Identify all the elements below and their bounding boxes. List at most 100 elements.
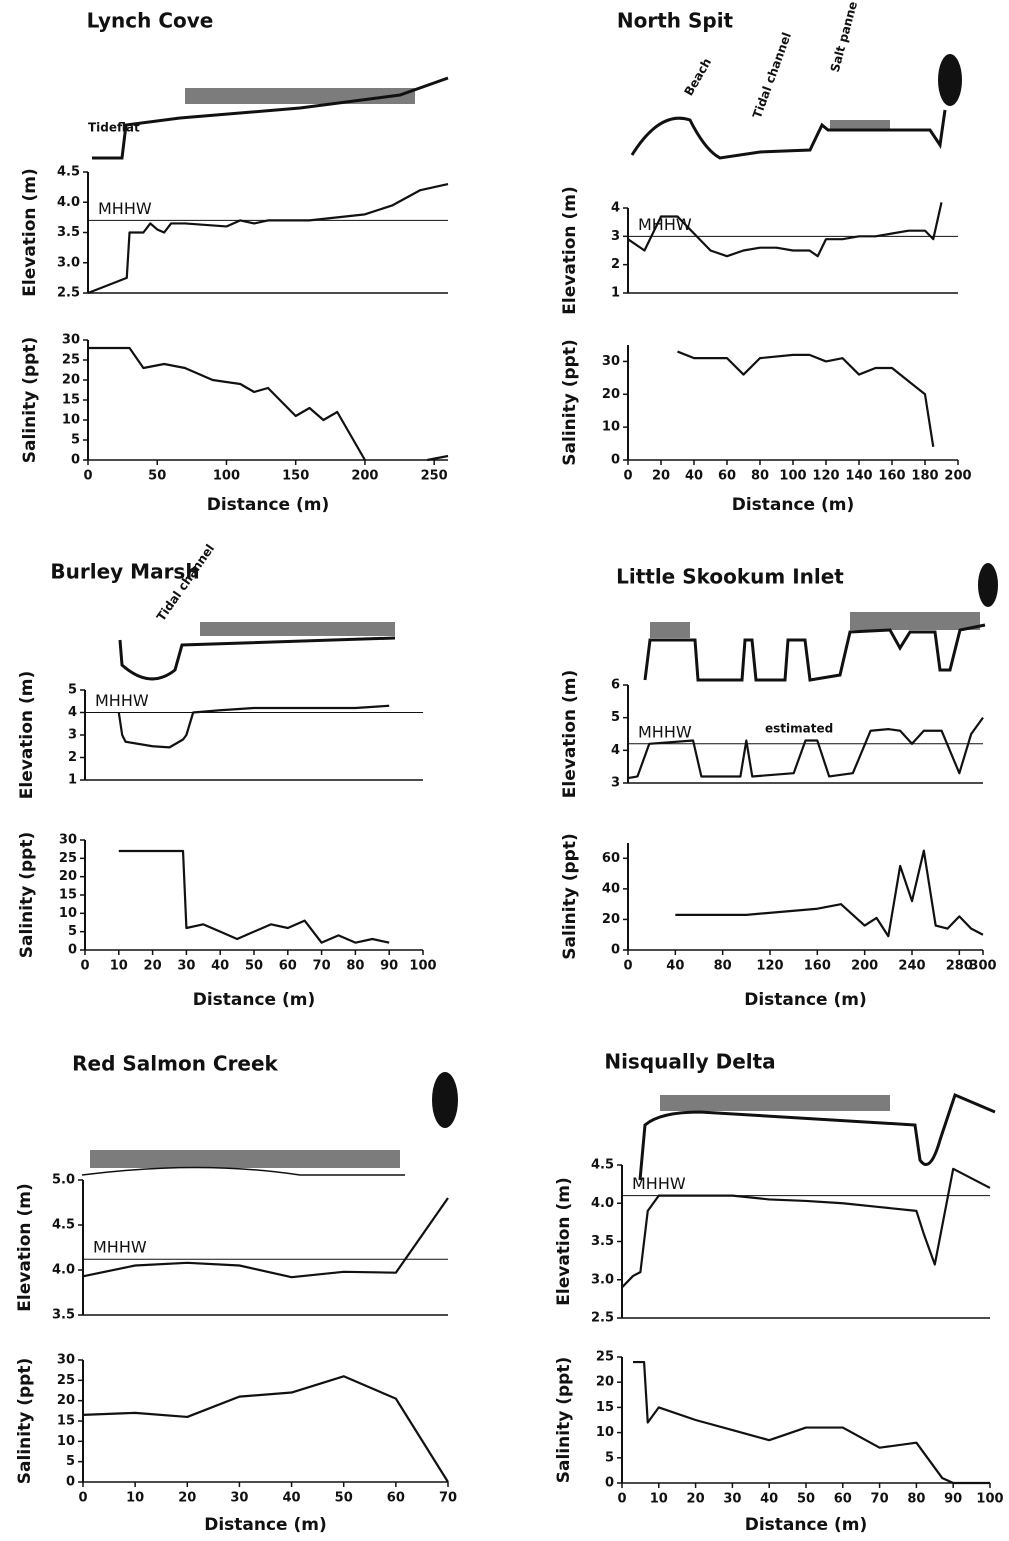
x-tick-label: 80 [751, 469, 769, 484]
chart-title: Lynch Cove [87, 9, 214, 33]
y-tick-label: 3.0 [57, 255, 80, 270]
tree [938, 54, 962, 106]
y-tick-label: 20 [602, 912, 620, 927]
annotation: Salt panne [828, 0, 860, 74]
data-line [82, 1375, 449, 1483]
y-axis-label: Salinity (ppt) [560, 833, 580, 959]
y-tick-label: 5 [71, 433, 80, 448]
x-tick-label: 40 [211, 959, 229, 974]
x-tick-label: 100 [213, 469, 240, 484]
plants [850, 612, 980, 630]
y-tick-label: 0 [71, 453, 80, 468]
reference-label: MHHW [95, 691, 149, 710]
x-tick-label: 240 [898, 959, 925, 974]
y-tick-label: 30 [62, 333, 80, 348]
reference-label: MHHW [638, 215, 692, 234]
x-tick-label: 140 [845, 469, 872, 484]
y-tick-label: 30 [602, 354, 620, 369]
x-tick-label: 0 [80, 959, 89, 974]
sketch-profile [118, 636, 396, 681]
x-tick-label: 80 [346, 959, 364, 974]
x-tick-label: 40 [760, 1492, 778, 1507]
x-tick-label: 100 [409, 959, 436, 974]
data-line [675, 849, 984, 938]
vegetation [90, 54, 998, 1168]
y-tick-label: 3.5 [52, 1308, 75, 1323]
y-axis-label: Salinity (ppt) [20, 337, 40, 463]
x-tick-label: 60 [834, 1492, 852, 1507]
y-tick-label: 20 [62, 373, 80, 388]
chart-title: Red Salmon Creek [72, 1052, 278, 1076]
y-axis-label: Salinity (ppt) [554, 1357, 574, 1483]
y-tick-label: 10 [602, 420, 620, 435]
x-tick-label: 30 [230, 1491, 248, 1506]
y-tick-label: 25 [596, 1350, 614, 1365]
y-tick-label: 4.5 [52, 1218, 75, 1233]
chart-title: North Spit [617, 9, 734, 33]
plants [660, 1095, 890, 1111]
x-tick-label: 60 [718, 469, 736, 484]
y-tick-label: 2 [611, 257, 620, 272]
x-tick-label: 10 [650, 1492, 668, 1507]
x-tick-label: 100 [976, 1492, 1003, 1507]
y-tick-label: 4.0 [52, 1263, 75, 1278]
x-tick-label: 120 [756, 959, 783, 974]
y-tick-label: 15 [59, 888, 77, 903]
x-axis-label: Distance (m) [745, 1515, 868, 1535]
x-tick-label: 280 [946, 959, 973, 974]
y-tick-label: 2 [68, 750, 77, 765]
data-line [677, 350, 935, 448]
x-tick-label: 50 [797, 1492, 815, 1507]
y-tick-label: 3.5 [57, 225, 80, 240]
y-tick-label: 30 [57, 1353, 75, 1368]
plants [830, 120, 890, 130]
y-axis-label: Elevation (m) [554, 1177, 574, 1305]
annotation: Tidal channel [750, 31, 794, 121]
sketch-profile [643, 623, 986, 682]
y-tick-label: 25 [57, 1373, 75, 1388]
x-tick-label: 200 [944, 469, 971, 484]
y-tick-label: 4.0 [57, 195, 80, 210]
x-tick-label: 40 [283, 1491, 301, 1506]
x-axis-label: Distance (m) [744, 990, 867, 1010]
x-tick-label: 90 [944, 1492, 962, 1507]
y-tick-label: 15 [596, 1400, 614, 1415]
plants [200, 622, 395, 636]
x-axis-label: Distance (m) [193, 990, 316, 1010]
y-tick-label: 15 [62, 393, 80, 408]
x-tick-label: 50 [245, 959, 263, 974]
plants [185, 88, 415, 104]
annotation: Tideflat [88, 121, 140, 135]
x-tick-label: 10 [126, 1491, 144, 1506]
x-tick-label: 300 [969, 959, 996, 974]
x-tick-label: 0 [617, 1492, 626, 1507]
y-tick-label: 5 [68, 683, 77, 698]
y-tick-label: 2.5 [591, 1311, 614, 1326]
data-line [117, 704, 390, 749]
data-line [118, 849, 390, 944]
y-tick-label: 4 [611, 201, 620, 216]
annotation: estimated [765, 722, 833, 736]
y-tick-label: 0 [66, 1475, 75, 1490]
x-tick-label: 200 [351, 469, 378, 484]
x-tick-label: 80 [907, 1492, 925, 1507]
y-tick-label: 0 [611, 943, 620, 958]
x-tick-label: 60 [387, 1491, 405, 1506]
y-axis-label: Elevation (m) [560, 670, 580, 798]
annotation: Beach [682, 56, 715, 99]
x-tick-label: 100 [779, 469, 806, 484]
y-tick-label: 25 [59, 851, 77, 866]
data-line [627, 202, 943, 258]
x-tick-label: 180 [911, 469, 938, 484]
y-tick-label: 4.5 [57, 165, 80, 180]
data-line [621, 1167, 991, 1289]
x-tick-label: 20 [178, 1491, 196, 1506]
y-tick-label: 40 [602, 881, 620, 896]
y-tick-label: 25 [62, 353, 80, 368]
reference-label: MHHW [632, 1174, 686, 1193]
data-line [82, 1197, 449, 1279]
x-axis-label: Distance (m) [207, 495, 330, 515]
y-axis-label: Elevation (m) [15, 1183, 35, 1311]
y-tick-label: 5 [68, 924, 77, 939]
y-tick-label: 3.5 [591, 1234, 614, 1249]
